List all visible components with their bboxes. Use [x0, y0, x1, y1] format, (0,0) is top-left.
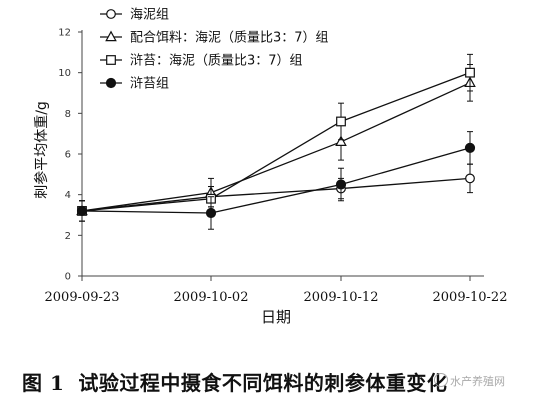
- data-point: [335, 179, 347, 190]
- series-line: [81, 82, 471, 212]
- data-point: [76, 205, 88, 217]
- watermark: 水产养殖网: [434, 373, 505, 389]
- y-axis-label: 刺参平均体重/g: [33, 101, 50, 199]
- line-chart: 0 2 4 6 8 10 12 2009-09-23 2009-10-02 2009-10-12…: [33, 8, 508, 327]
- y-tick-label: 4: [65, 190, 71, 201]
- series-line: [81, 147, 471, 214]
- y-tick-label: 12: [58, 28, 71, 39]
- series-1: [77, 163, 475, 222]
- legend-label: 海泥组: [130, 8, 169, 23]
- legend-item-3: 浒苔：海泥（质量比3：7）组: [100, 54, 303, 69]
- figure-caption: 图 1 试验过程中摄食不同饵料的刺参体重变化: [22, 367, 542, 397]
- chart-series: [76, 53, 476, 230]
- legend-label: 浒苔：海泥（质量比3：7）组: [130, 54, 303, 69]
- legend-marker: [106, 9, 116, 19]
- data-point: [465, 67, 475, 78]
- y-axis-ticks: 0 2 4 6 8 10 12: [58, 28, 82, 283]
- figure-number: 图 1: [22, 371, 65, 395]
- x-tick-label: 2009-10-02: [174, 290, 249, 305]
- legend-label: 配合饵料：海泥（质量比3：7）组: [130, 31, 329, 46]
- legend-marker: [106, 55, 116, 65]
- legend-item-4: 浒苔组: [100, 77, 169, 92]
- x-tick-label: 2009-10-12: [304, 290, 379, 305]
- x-tick-label: 2009-09-23: [45, 290, 120, 305]
- y-tick-label: 2: [65, 231, 71, 242]
- x-tick-label: 2009-10-22: [433, 290, 508, 305]
- legend-item-2: 配合饵料：海泥（质量比3：7）组: [100, 31, 329, 46]
- legend-marker: [105, 30, 117, 42]
- series-line: [81, 177, 471, 212]
- legend-item-1: 海泥组: [100, 8, 169, 23]
- data-point: [465, 173, 475, 184]
- watermark-text: 水产养殖网: [450, 375, 505, 388]
- y-tick-label: 10: [58, 68, 71, 79]
- series-4: [76, 131, 476, 230]
- data-point: [336, 116, 346, 127]
- y-tick-label: 8: [65, 109, 71, 120]
- y-tick-label: 0: [65, 272, 71, 283]
- series-line: [81, 72, 471, 212]
- x-axis-ticks: 2009-09-23 2009-10-02 2009-10-12 2009-10-22: [45, 276, 508, 305]
- y-tick-label: 6: [65, 150, 71, 161]
- legend-label: 浒苔组: [130, 77, 169, 92]
- data-point: [205, 207, 217, 219]
- watermark-logo-icon: [434, 373, 448, 387]
- data-point: [335, 135, 347, 146]
- data-point: [464, 142, 476, 153]
- figure-caption-text: 试验过程中摄食不同饵料的刺参体重变化: [78, 371, 448, 395]
- legend-marker: [105, 77, 117, 89]
- x-axis-label: 日期: [261, 308, 291, 326]
